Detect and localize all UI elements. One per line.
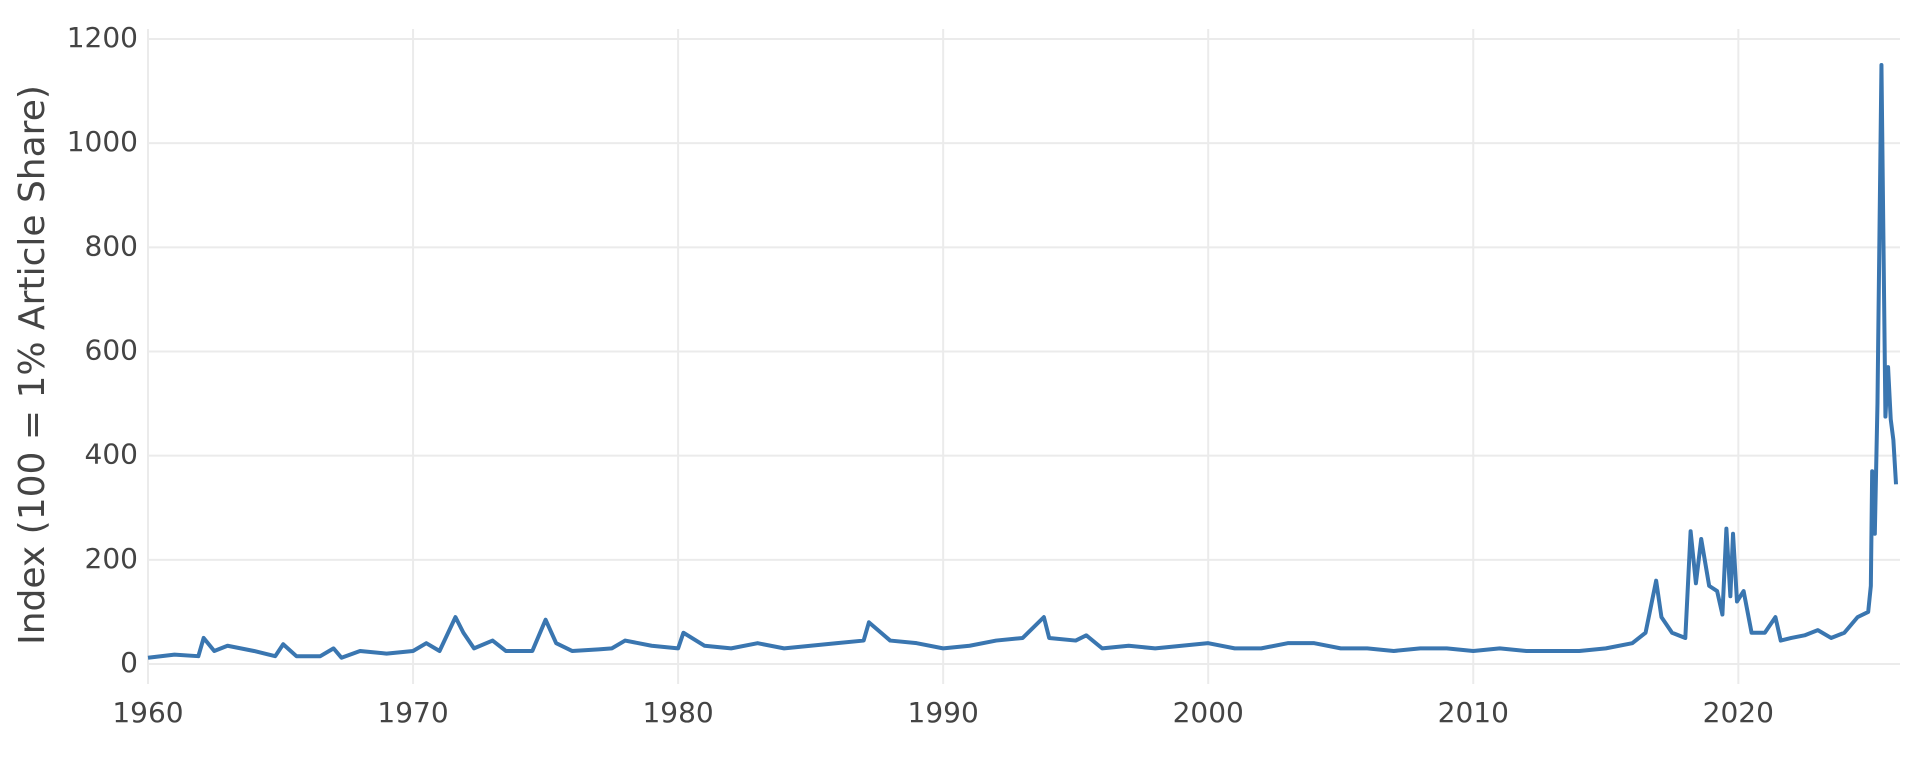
y-tick-label: 600 bbox=[85, 334, 138, 367]
y-tick-label: 400 bbox=[85, 438, 138, 471]
line-series bbox=[147, 63, 1899, 660]
x-tick-label: 1990 bbox=[908, 696, 979, 729]
x-tick-label: 1970 bbox=[377, 696, 448, 729]
y-tick-label: 1200 bbox=[67, 21, 138, 54]
y-tick-label: 800 bbox=[85, 229, 138, 262]
y-tick-label: 1000 bbox=[67, 125, 138, 158]
x-tick-label: 2020 bbox=[1703, 696, 1774, 729]
x-tick-label: 1980 bbox=[642, 696, 713, 729]
x-tick-label: 2010 bbox=[1438, 696, 1509, 729]
y-tick-label: 200 bbox=[85, 542, 138, 575]
x-tick-label: 2000 bbox=[1173, 696, 1244, 729]
y-tick-label: 0 bbox=[120, 646, 138, 679]
x-tick-label: 1960 bbox=[112, 696, 183, 729]
y-axis-title: Index (100 = 1% Article Share) bbox=[12, 85, 53, 645]
